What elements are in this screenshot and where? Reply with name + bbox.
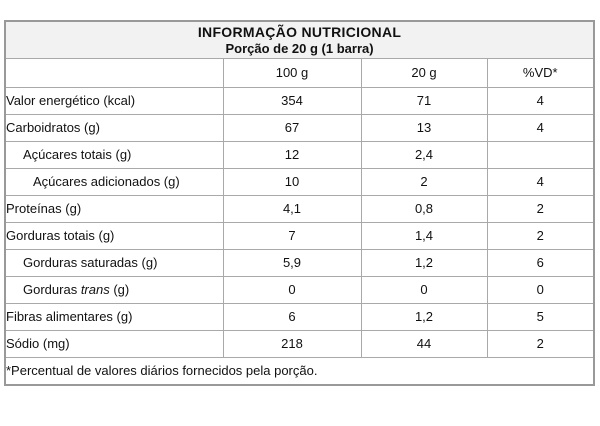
table-row: Valor energético (kcal) 354 71 4 — [4, 86, 595, 115]
row-value: 13 — [360, 113, 488, 142]
row-value: 10 — [222, 167, 362, 196]
row-label: Carboidratos (g) — [4, 113, 224, 142]
table-title-cell: INFORMAÇÃO NUTRICIONAL Porção de 20 g (1… — [4, 20, 595, 59]
row-value: 5,9 — [222, 248, 362, 277]
table-subtitle: Porção de 20 g (1 barra) — [225, 40, 374, 56]
row-label: Sódio (mg) — [4, 329, 224, 358]
column-header-100g: 100 g — [222, 57, 362, 88]
row-label-italic: trans — [80, 282, 110, 297]
row-value: 67 — [222, 113, 362, 142]
column-header-row: 100 g 20 g %VD* — [4, 57, 595, 88]
row-value: 2 — [360, 167, 488, 196]
nutrition-table: INFORMAÇÃO NUTRICIONAL Porção de 20 g (1… — [4, 20, 596, 386]
row-label: Gorduras saturadas (g) — [4, 248, 224, 277]
row-label: Proteínas (g) — [4, 194, 224, 223]
footnote: *Percentual de valores diários fornecido… — [4, 356, 595, 386]
row-label: Valor energético (kcal) — [4, 86, 224, 115]
row-value: 0 — [360, 275, 488, 304]
table-row: Fibras alimentares (g) 6 1,2 5 — [4, 302, 595, 331]
row-value: 1,2 — [360, 248, 488, 277]
title-row: INFORMAÇÃO NUTRICIONAL Porção de 20 g (1… — [4, 20, 595, 59]
table-row: Carboidratos (g) 67 13 4 — [4, 113, 595, 142]
row-value: 0,8 — [360, 194, 488, 223]
row-label: Açúcares totais (g) — [4, 140, 224, 169]
table-row: Açúcares adicionados (g) 10 2 4 — [4, 167, 595, 196]
row-value: 354 — [222, 86, 362, 115]
table-row: Gorduras totais (g) 7 1,4 2 — [4, 221, 595, 250]
footnote-row: *Percentual de valores diários fornecido… — [4, 356, 595, 386]
row-value: 6 — [222, 302, 362, 331]
table-row: Açúcares totais (g) 12 2,4 — [4, 140, 595, 169]
row-value: 2 — [486, 221, 595, 250]
row-value: 2 — [486, 194, 595, 223]
row-value: 4,1 — [222, 194, 362, 223]
column-header-empty — [4, 57, 224, 88]
row-value: 4 — [486, 113, 595, 142]
row-value: 4 — [486, 167, 595, 196]
row-value: 5 — [486, 302, 595, 331]
row-label: Fibras alimentares (g) — [4, 302, 224, 331]
row-value: 1,2 — [360, 302, 488, 331]
table-row: Gorduras saturadas (g) 5,9 1,2 6 — [4, 248, 595, 277]
row-label: Gorduras totais (g) — [4, 221, 224, 250]
row-value: 2,4 — [360, 140, 488, 169]
row-value: 44 — [360, 329, 488, 358]
row-value: 4 — [486, 86, 595, 115]
row-value: 218 — [222, 329, 362, 358]
row-value: 6 — [486, 248, 595, 277]
row-value: 1,4 — [360, 221, 488, 250]
column-header-20g: 20 g — [360, 57, 488, 88]
row-value: 7 — [222, 221, 362, 250]
row-value: 0 — [486, 275, 595, 304]
table-row: Sódio (mg) 218 44 2 — [4, 329, 595, 358]
row-value: 12 — [222, 140, 362, 169]
row-value: 71 — [360, 86, 488, 115]
row-value: 2 — [486, 329, 595, 358]
column-header-vd: %VD* — [486, 57, 595, 88]
table-row: Proteínas (g) 4,1 0,8 2 — [4, 194, 595, 223]
row-value — [486, 140, 595, 169]
table-row: Gorduras trans (g) 0 0 0 — [4, 275, 595, 304]
row-label: Açúcares adicionados (g) — [4, 167, 224, 196]
row-value: 0 — [222, 275, 362, 304]
row-label: Gorduras trans (g) — [4, 275, 224, 304]
table-title: INFORMAÇÃO NUTRICIONAL — [197, 23, 402, 40]
